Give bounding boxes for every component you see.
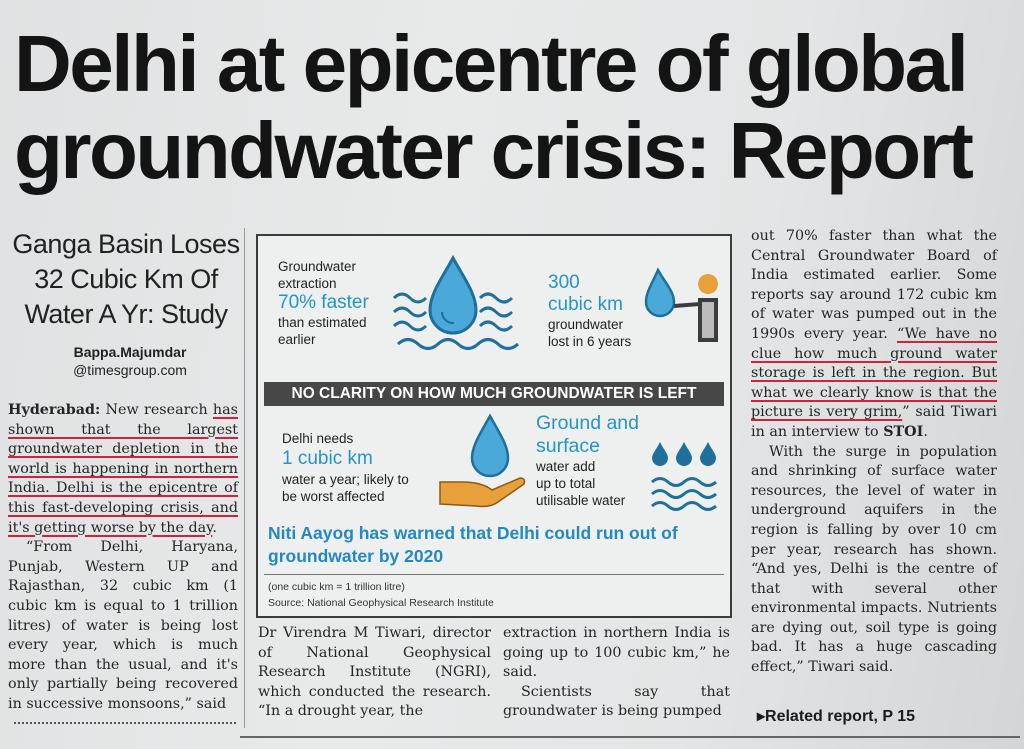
next-article-edge (240, 736, 1020, 749)
col1-period: . (212, 519, 217, 536)
stat-lost-highlight-2: cubic km (548, 294, 623, 315)
person-with-drop-icon (644, 267, 718, 342)
column-rule (244, 228, 245, 728)
headline-line-1: Delhi at epicentre of global (14, 19, 969, 108)
subhead-line-3: Water A Yr: Study (24, 299, 228, 329)
col1-intro: New research (100, 402, 213, 418)
dateline: Hyderabad: (8, 402, 101, 418)
stat-lost: 300 cubic km groundwater lost in 6 years (548, 272, 631, 350)
byline: Bappa.Majumdar @timesgroup.com (40, 343, 220, 379)
stat-ground-highlight-2: surface (536, 435, 600, 457)
water-drop-waves-icon (392, 254, 520, 350)
stat-delhi-line-3: be worst affected (282, 489, 385, 504)
footnote-unit: (one cubic km = 1 trillion litre) (268, 581, 405, 593)
stat-lost-highlight-1: 300 (548, 272, 580, 293)
article-column-2: Dr Virendra M Tiwari, director of Nation… (258, 624, 491, 722)
col4-period: . (923, 423, 928, 440)
hand-with-drop-icon (439, 413, 526, 508)
headline: Delhi at epicentre of global groundwater… (14, 20, 1014, 194)
stat-extraction-line-2: extraction (278, 276, 337, 291)
water-drops-waves-icon (651, 442, 717, 511)
subheadline: Ganga Basin Loses 32 Cubic Km Of Water A… (6, 227, 246, 332)
stat-ground-highlight-1: Ground and (536, 412, 639, 434)
stat-delhi-needs: Delhi needs 1 cubic km water a year; lik… (282, 430, 409, 505)
stat-lost-line-1: groundwater (548, 317, 624, 332)
headline-line-2: groundwater crisis: Report (14, 106, 974, 195)
dotted-divider (14, 722, 236, 724)
stat-ground-line-1: water add (536, 459, 596, 474)
stat-ground-line-2: up to total (536, 476, 596, 491)
underlined-passage-1: has shown that the largest groundwater d… (8, 402, 238, 536)
niti-aayog-warning: Niti Aayog has warned that Delhi could r… (268, 523, 678, 566)
stat-ground-surface: Ground and surface water add up to total… (536, 412, 639, 509)
infographic-box: Groundwater extraction 70% faster than e… (256, 234, 732, 618)
byline-author: Bappa.Majumdar (73, 344, 187, 360)
subhead-line-1: Ganga Basin Loses (12, 229, 240, 259)
article-column-3: extraction in northern India is going up… (503, 624, 730, 722)
subhead-line-2: 32 Cubic Km Of (34, 264, 218, 294)
stat-extraction-line-4: earlier (278, 332, 316, 347)
col3-paragraph-2: Scientists say that groundwater is being… (503, 683, 730, 720)
underlined-passage-2: “We have no clue how much ground water s… (751, 325, 998, 421)
stat-delhi-line-2: water a year; likely to (282, 472, 409, 487)
col1-paragraph-2: “From Delhi, Haryana, Punjab, Western UP… (8, 539, 238, 712)
stat-delhi-line-1: Delhi needs (282, 431, 354, 446)
infographic-band: NO CLARITY ON HOW MUCH GROUNDWATER IS LE… (264, 382, 724, 406)
stat-ground-line-3: utilisable water (536, 493, 626, 508)
footnote-source: Source: National Geophysical Research In… (268, 597, 494, 609)
related-report-link[interactable]: ▸Related report, P 15 (757, 708, 916, 725)
stat-extraction-line-1: Groundwater (278, 259, 357, 274)
stat-extraction-line-3: than estimated (278, 315, 367, 330)
stat-delhi-highlight: 1 cubic km (282, 448, 373, 469)
footnote-divider (264, 574, 724, 575)
stat-lost-line-2: lost in 6 years (548, 334, 632, 349)
article-column-4: out 70% faster than what the Central Gro… (751, 227, 997, 678)
stoi: STOI (883, 423, 924, 440)
col2-text: Dr Virendra M Tiwari, director of Nation… (258, 625, 491, 720)
stat-extraction-highlight: 70% faster (278, 292, 369, 313)
article-column-1: Hyderabad: New research has shown that t… (8, 401, 238, 715)
col4-paragraph-2: With the surge in population and shrinki… (751, 443, 997, 676)
byline-email: @timesgroup.com (73, 362, 187, 378)
col3-paragraph-1: extraction in northern India is going up… (503, 625, 730, 681)
col4-attribution: ” said Tiwari in an interview to (751, 404, 997, 440)
stat-extraction: Groundwater extraction 70% faster than e… (278, 258, 369, 348)
col4-intro: out 70% faster than what the Central Gro… (751, 228, 997, 342)
